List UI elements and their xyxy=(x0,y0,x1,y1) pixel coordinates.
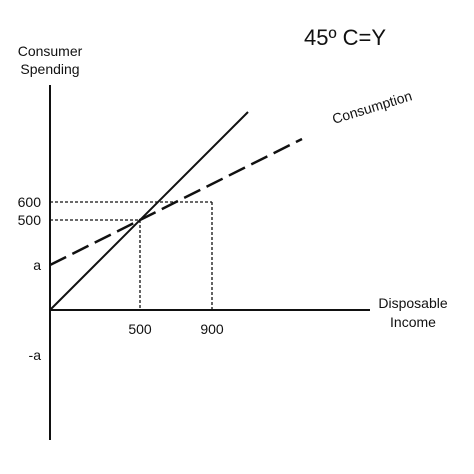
y-axis-label-line2: Spending xyxy=(20,61,79,77)
x-axis-label-line1: Disposable xyxy=(378,295,447,311)
y-tick-label: -a xyxy=(29,347,42,363)
consumption-line xyxy=(49,137,303,267)
x-tick-label: 500 xyxy=(128,321,152,337)
consumption-label: Consumption xyxy=(330,87,414,126)
y-tick-label: 500 xyxy=(18,212,42,228)
forty-five-degree-label: 45º C=Y xyxy=(304,25,386,50)
forty-five-degree-line xyxy=(49,111,249,311)
x-axis-label-line2: Income xyxy=(390,314,436,330)
y-axis-label-line1: Consumer xyxy=(18,43,83,59)
y-tick-label: a xyxy=(33,257,41,273)
y-tick-label: 600 xyxy=(18,194,42,210)
x-tick-label: 900 xyxy=(200,321,224,337)
